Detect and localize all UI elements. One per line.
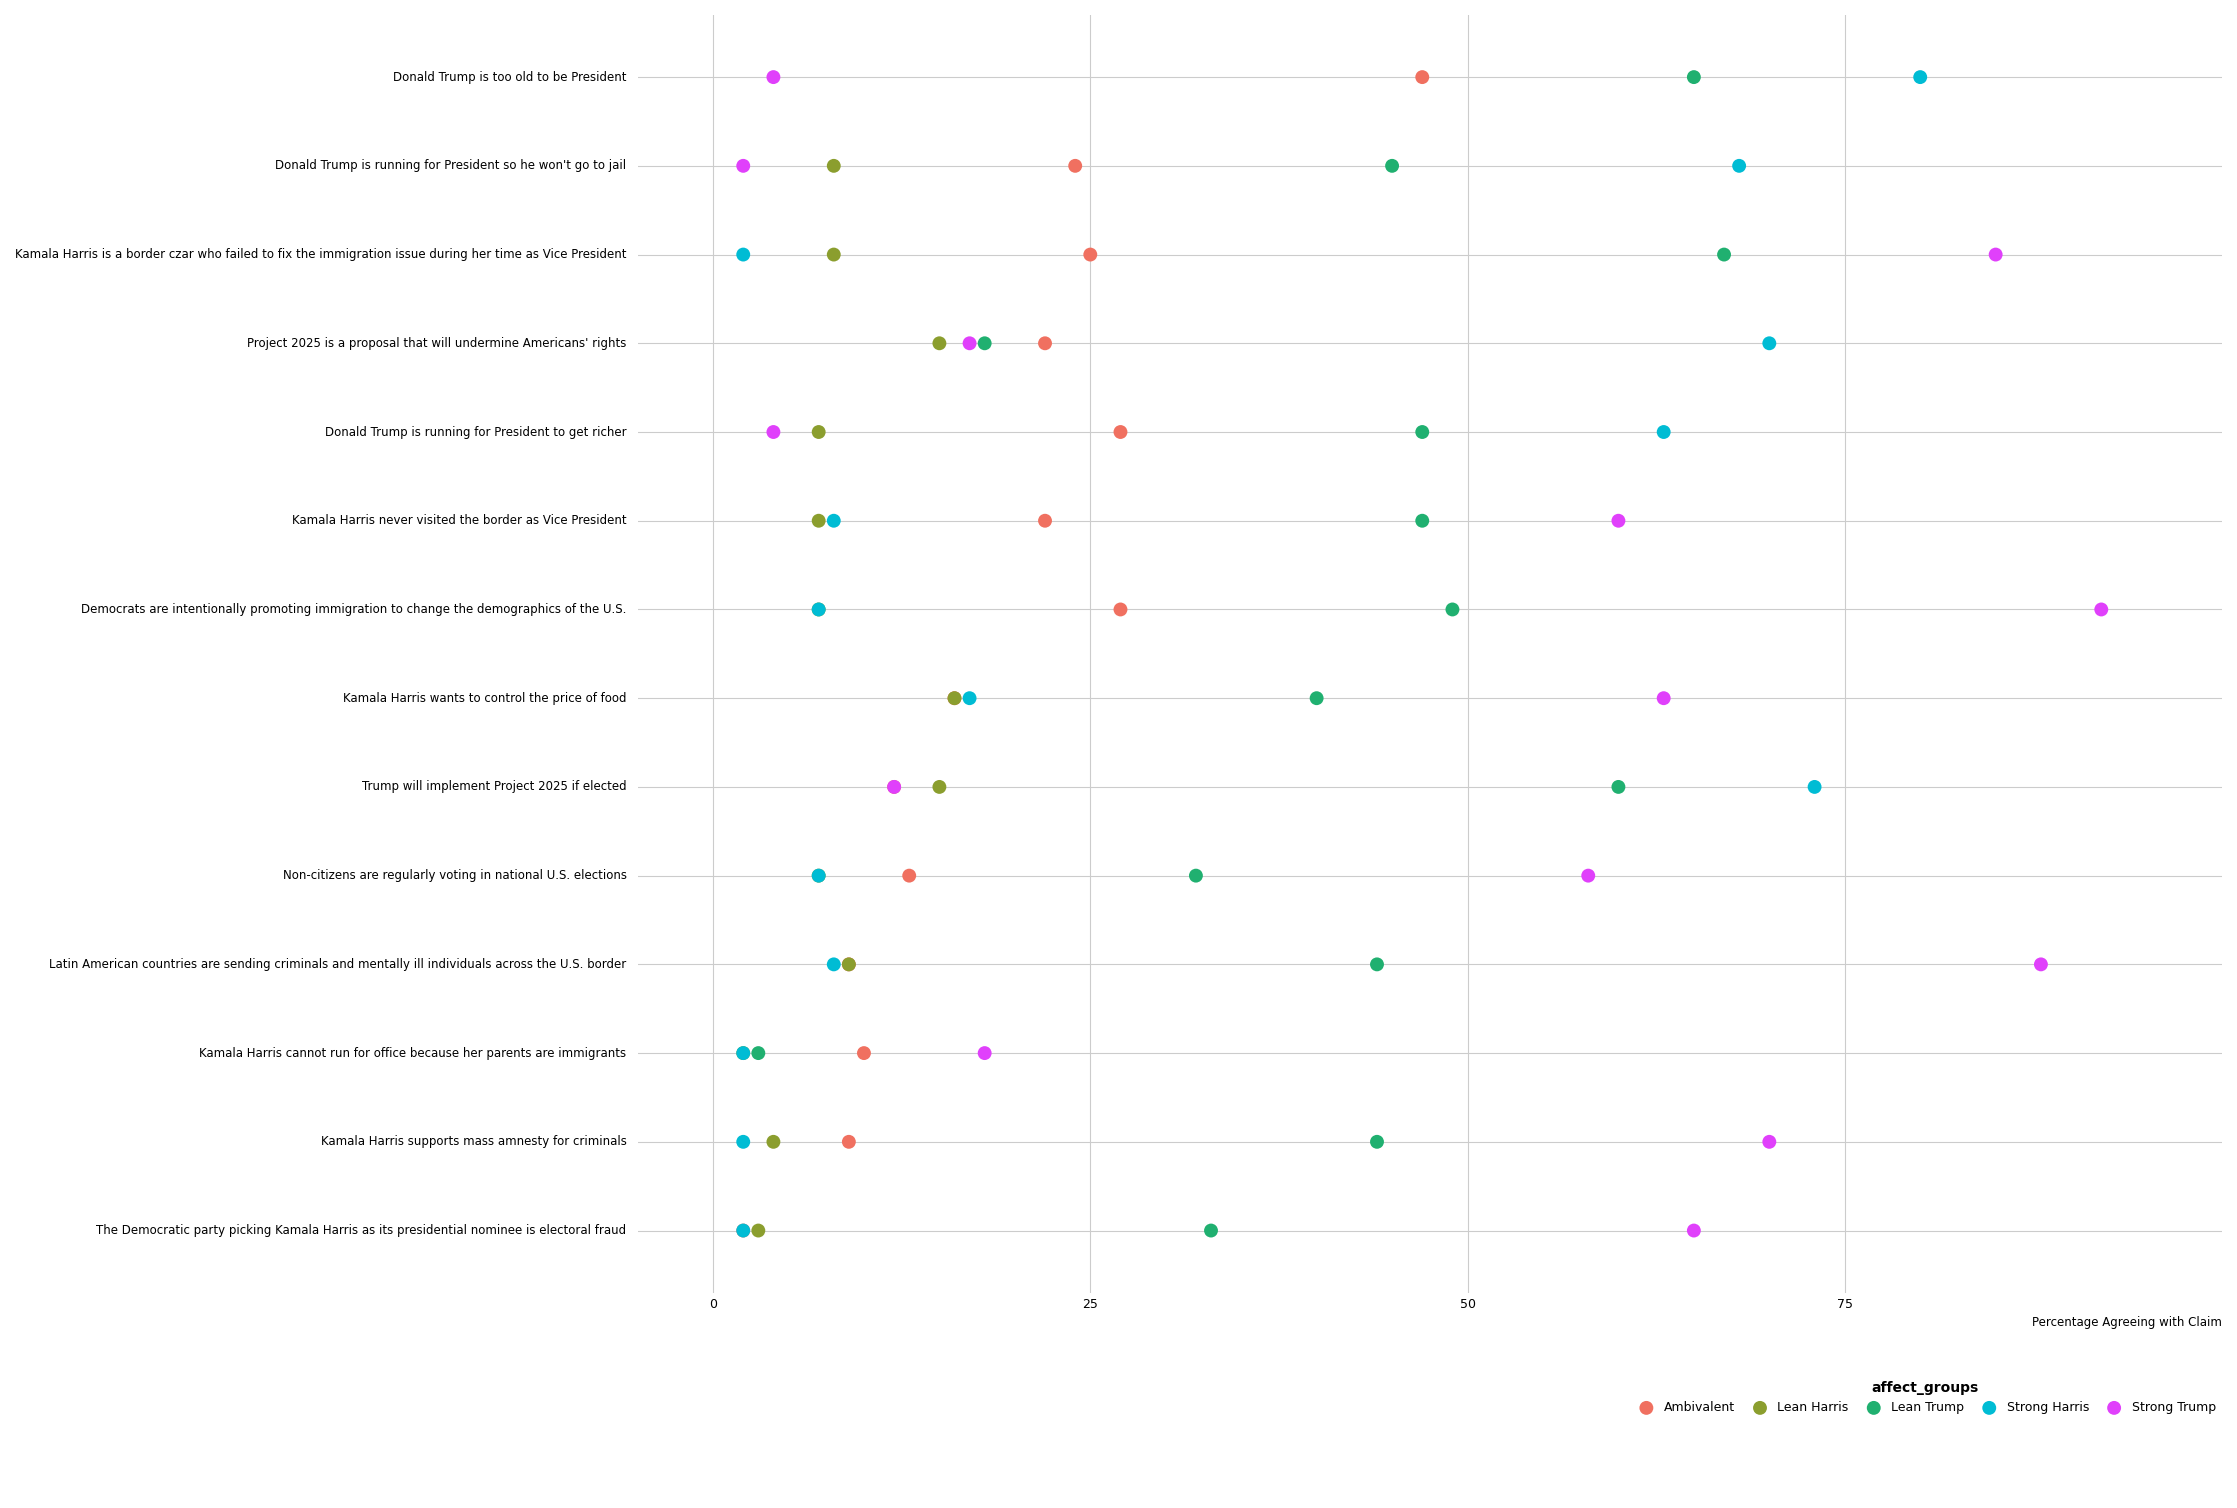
Point	[1676, 65, 1711, 89]
Point	[1720, 154, 1756, 178]
Point	[1646, 686, 1682, 710]
Point	[1072, 243, 1107, 267]
Point	[817, 154, 852, 178]
Point	[922, 332, 957, 356]
Point	[951, 332, 987, 356]
Point	[830, 953, 866, 977]
Point	[725, 1041, 761, 1065]
Point	[1676, 1218, 1711, 1243]
Point	[756, 419, 792, 443]
Point	[801, 597, 837, 621]
Point	[725, 1218, 761, 1243]
Point	[1901, 65, 1937, 89]
Legend: Ambivalent, Lean Harris, Lean Trump, Strong Harris, Strong Trump: Ambivalent, Lean Harris, Lean Trump, Str…	[1633, 1381, 2217, 1415]
Point	[1360, 953, 1396, 977]
Point	[801, 419, 837, 443]
Point	[922, 775, 957, 799]
Point	[801, 864, 837, 888]
Point	[2083, 597, 2118, 621]
Point	[725, 154, 761, 178]
Point	[1570, 864, 1606, 888]
Point	[2022, 953, 2058, 977]
X-axis label: Percentage Agreeing with Claim: Percentage Agreeing with Claim	[2031, 1316, 2221, 1329]
Point	[801, 508, 837, 532]
Point	[1179, 864, 1215, 888]
Point	[877, 775, 913, 799]
Point	[1434, 597, 1470, 621]
Point	[1796, 775, 1832, 799]
Point	[1752, 332, 1787, 356]
Point	[1752, 1129, 1787, 1154]
Point	[1978, 243, 2013, 267]
Point	[846, 1041, 881, 1065]
Point	[725, 243, 761, 267]
Point	[1405, 419, 1441, 443]
Point	[1599, 775, 1635, 799]
Point	[937, 686, 973, 710]
Point	[1405, 65, 1441, 89]
Point	[740, 1218, 776, 1243]
Point	[817, 508, 852, 532]
Point	[937, 686, 973, 710]
Point	[1192, 1218, 1228, 1243]
Point	[725, 1218, 761, 1243]
Point	[1599, 508, 1635, 532]
Point	[951, 686, 987, 710]
Point	[801, 597, 837, 621]
Point	[1707, 243, 1743, 267]
Point	[890, 864, 926, 888]
Point	[801, 864, 837, 888]
Point	[725, 1129, 761, 1154]
Point	[756, 1129, 792, 1154]
Point	[966, 332, 1002, 356]
Point	[830, 953, 866, 977]
Point	[1405, 508, 1441, 532]
Point	[1027, 508, 1063, 532]
Point	[756, 65, 792, 89]
Point	[1027, 332, 1063, 356]
Point	[817, 953, 852, 977]
Point	[1058, 154, 1094, 178]
Point	[830, 1129, 866, 1154]
Point	[1360, 1129, 1396, 1154]
Point	[966, 1041, 1002, 1065]
Point	[877, 775, 913, 799]
Point	[817, 243, 852, 267]
Point	[1646, 419, 1682, 443]
Point	[1300, 686, 1335, 710]
Point	[740, 1041, 776, 1065]
Point	[1103, 597, 1139, 621]
Point	[1374, 154, 1409, 178]
Point	[725, 1041, 761, 1065]
Point	[1103, 419, 1139, 443]
